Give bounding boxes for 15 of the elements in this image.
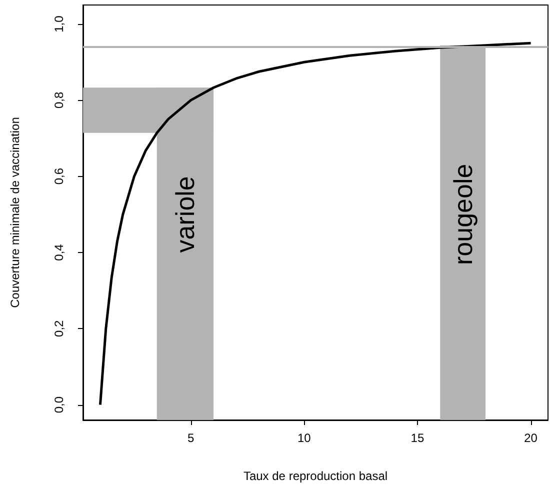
x-tick-label: 5 <box>188 431 195 445</box>
y-tick-label: 0,4 <box>52 244 66 261</box>
x-tick-label: 15 <box>410 431 424 445</box>
y-tick-label: 0,2 <box>52 320 66 337</box>
y-tick-label: 1,0 <box>52 15 66 32</box>
band-label: rougeole <box>448 164 478 266</box>
y-tick-label: 0,0 <box>52 396 66 414</box>
line-series <box>98 42 532 406</box>
y-tick-label: 0,6 <box>52 168 66 185</box>
x-tick-label: 20 <box>524 431 538 445</box>
x-tick-label: 10 <box>297 431 312 445</box>
y-axis-title: Couverture minimale de vaccination <box>8 117 22 308</box>
band-label: variole <box>170 176 200 253</box>
y-tick-label: 0,8 <box>52 92 66 109</box>
x-axis-title: Taux de reproduction basal <box>243 469 388 483</box>
